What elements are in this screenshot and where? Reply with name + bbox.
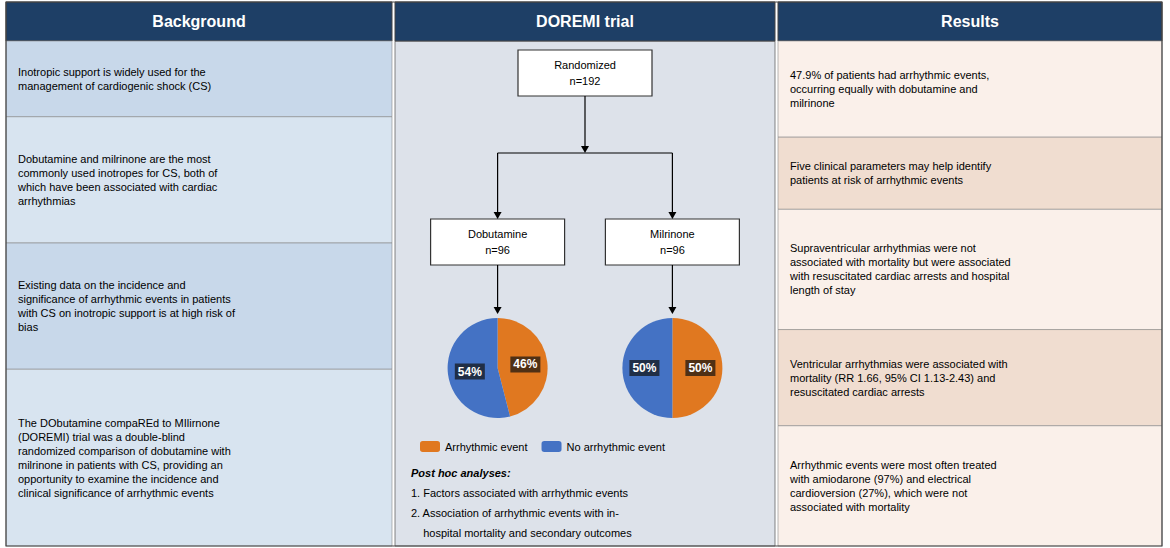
svg-text:length of stay: length of stay — [790, 284, 856, 296]
svg-text:with CS on inotropic support i: with CS on inotropic support is at high … — [17, 307, 236, 319]
svg-text:47.9% of patients had arrhythm: 47.9% of patients had arrhythmic events, — [790, 69, 989, 81]
svg-text:Existing data on the incidence: Existing data on the incidence and — [18, 279, 186, 291]
svg-text:54%: 54% — [458, 365, 482, 379]
svg-text:associated with mortality but: associated with mortality but were assoc… — [790, 256, 1011, 268]
svg-text:Post hoc analyses:: Post hoc analyses: — [411, 467, 511, 479]
svg-text:46%: 46% — [513, 357, 537, 371]
svg-text:n=96: n=96 — [485, 244, 510, 256]
svg-text:1. Factors associated with arr: 1. Factors associated with arrhythmic ev… — [411, 487, 629, 499]
svg-text:2. Association of arrhythmic e: 2. Association of arrhythmic events with… — [411, 507, 619, 519]
svg-text:Background: Background — [152, 13, 245, 30]
svg-text:Arrhythmic events were most of: Arrhythmic events were most often treate… — [790, 459, 997, 471]
svg-text:Results: Results — [941, 13, 999, 30]
svg-text:patients at risk of arrhythmic: patients at risk of arrhythmic events — [790, 174, 964, 186]
svg-text:milrinone in patients with CS,: milrinone in patients with CS, providing… — [18, 459, 223, 471]
svg-text:occurring equally with dobutam: occurring equally with dobutamine and — [790, 83, 978, 95]
svg-text:Arrhythmic event: Arrhythmic event — [445, 441, 528, 453]
svg-text:resuscitated cardiac arrests: resuscitated cardiac arrests — [790, 386, 925, 398]
svg-text:associated with mortality: associated with mortality — [790, 501, 910, 513]
svg-text:Dobutamine: Dobutamine — [468, 228, 527, 240]
svg-text:No arrhythmic event: No arrhythmic event — [567, 441, 665, 453]
svg-text:management of cardiogenic shoc: management of cardiogenic shock (CS) — [18, 80, 211, 92]
svg-text:Dobutamine and milrinone are t: Dobutamine and milrinone are the most — [18, 153, 211, 165]
svg-text:arrhythmias: arrhythmias — [18, 195, 76, 207]
svg-text:n=192: n=192 — [570, 75, 601, 87]
svg-text:commonly used inotropes for CS: commonly used inotropes for CS, both of — [18, 167, 218, 179]
svg-text:Five clinical parameters may h: Five clinical parameters may help identi… — [790, 160, 992, 172]
svg-text:opportunity to examine the inc: opportunity to examine the incidence and — [18, 473, 219, 485]
svg-text:clinical significance of arrhy: clinical significance of arrhythmic even… — [18, 487, 214, 499]
svg-text:Inotropic support is widely us: Inotropic support is widely used for the — [18, 66, 206, 78]
svg-text:milrinone: milrinone — [790, 97, 835, 109]
svg-text:The DObutamine compaREd to MIl: The DObutamine compaREd to MIlirnone — [18, 417, 220, 429]
svg-text:Supraventricular arrhythmias w: Supraventricular arrhythmias were not — [790, 242, 976, 254]
svg-text:cardioversion (27%), which wer: cardioversion (27%), which were not — [790, 487, 967, 499]
svg-text:Randomized: Randomized — [554, 59, 616, 71]
svg-text:mortality (RR 1.66, 95% CI 1.1: mortality (RR 1.66, 95% CI 1.13-2.43) an… — [790, 372, 995, 384]
svg-text:(DOREMI) trial was a double-bl: (DOREMI) trial was a double-blind — [18, 431, 185, 443]
svg-text:which have been associated wit: which have been associated with cardiac — [17, 181, 218, 193]
svg-text:randomized comparison of dobut: randomized comparison of dobutamine with — [18, 445, 231, 457]
svg-text:50%: 50% — [632, 361, 656, 375]
svg-text:50%: 50% — [688, 361, 712, 375]
svg-text:Ventricular arrhythmias were a: Ventricular arrhythmias were associated … — [790, 358, 1008, 370]
svg-text:with amiodarone (97%) and elec: with amiodarone (97%) and electrical — [789, 473, 971, 485]
svg-text:significance of arrhythmic eve: significance of arrhythmic events in pat… — [18, 293, 231, 305]
svg-text:DOREMI trial: DOREMI trial — [536, 13, 634, 30]
svg-text:n=96: n=96 — [660, 244, 685, 256]
svg-text:hospital mortality and seconda: hospital mortality and secondary outcome… — [411, 527, 632, 539]
svg-text:with resuscitated cardiac arre: with resuscitated cardiac arrests and ho… — [789, 270, 1010, 282]
svg-text:Milrinone: Milrinone — [650, 228, 695, 240]
svg-text:bias: bias — [18, 321, 39, 333]
